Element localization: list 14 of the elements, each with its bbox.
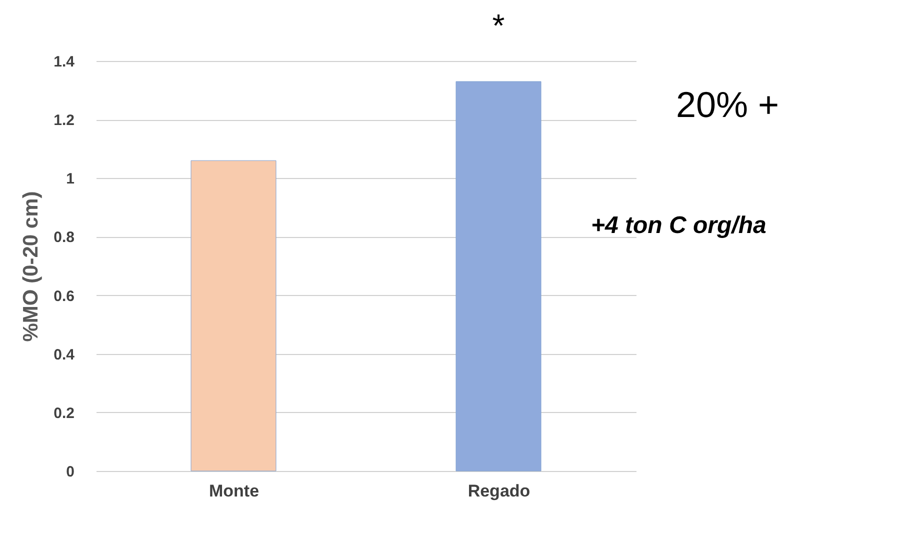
text: 20% + bbox=[676, 84, 780, 125]
x-tick-label: Monte bbox=[208, 482, 260, 500]
y-tick-label: 0.6 bbox=[54, 288, 74, 305]
y-tick-label: 0.2 bbox=[54, 404, 74, 422]
y-tick-label: 1.2 bbox=[54, 112, 74, 130]
x-tick-label: Regado bbox=[468, 482, 530, 500]
annotation: +4 ton C org/ha bbox=[591, 212, 766, 239]
y-tick-label: 0.4 bbox=[54, 346, 76, 364]
y-tick-label: 1 bbox=[66, 170, 74, 188]
y-tick-label: 1.4 bbox=[54, 54, 76, 70]
y-axis-title: %MO (0-20 cm) bbox=[20, 191, 43, 342]
y-tick-label: 0 bbox=[66, 464, 74, 480]
annotation: * bbox=[492, 8, 505, 44]
y-tick-label: 0.8 bbox=[54, 229, 74, 246]
